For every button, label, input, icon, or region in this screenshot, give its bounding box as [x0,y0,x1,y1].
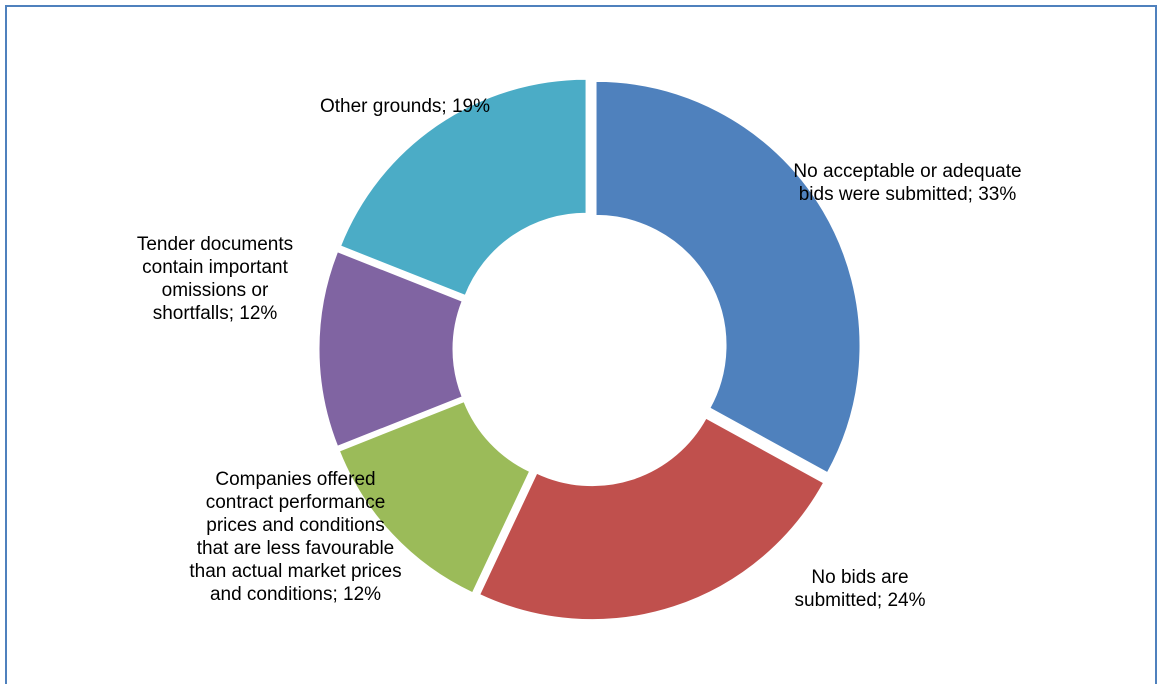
data-label: No bids are submitted; 24% [794,567,926,611]
donut-slice [479,417,825,621]
donut-slice [318,251,463,447]
data-label: Companies offered contract performance p… [189,469,402,605]
donut-slice [595,80,861,474]
donut-slice [339,78,587,297]
data-label: No acceptable or adequate bids were subm… [793,161,1022,205]
chart-frame [5,5,1157,684]
data-label: Other grounds; 19% [319,96,491,117]
donut-slice [338,400,531,594]
data-label: Tender documents contain important omiss… [136,234,294,324]
